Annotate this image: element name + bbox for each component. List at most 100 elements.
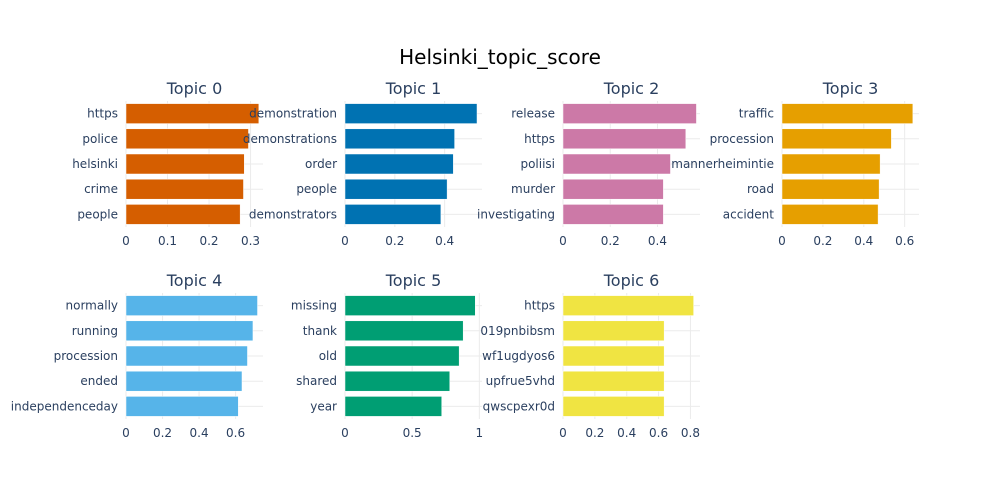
bar (344, 396, 442, 417)
y-tick-label: normally (66, 299, 118, 313)
bar (125, 320, 254, 342)
subplot-topic-5: Topic 5 0 0.5 1 missing thank old shared year (291, 271, 483, 440)
y-tick-label: order (305, 157, 337, 171)
x-tick-label: 0.2 (153, 426, 172, 440)
bar (562, 320, 665, 342)
y-tick-label: https (524, 132, 555, 146)
y-tick-label: https (87, 107, 118, 121)
bar (781, 204, 879, 225)
x-tick-label: 0.5 (403, 426, 422, 440)
bar (344, 103, 478, 124)
x-tick-label: 0.2 (585, 426, 604, 440)
subplot-title: Topic 0 (166, 79, 223, 98)
bar (781, 178, 880, 200)
bar (781, 128, 892, 150)
bar (344, 295, 476, 316)
x-tick-label: 0.4 (648, 234, 667, 248)
x-tick-label: 0.3 (241, 234, 260, 248)
x-tick-label: 0.2 (385, 234, 404, 248)
subplot-title: Topic 2 (603, 79, 660, 98)
y-tick-label: https (524, 299, 555, 313)
x-tick-label: 1 (475, 426, 483, 440)
bar (125, 103, 260, 124)
bar (125, 153, 245, 175)
x-tick-label: 0 (341, 234, 349, 248)
bar (562, 153, 671, 175)
subplot-title: Topic 3 (822, 79, 879, 98)
subplot-title: Topic 1 (385, 79, 442, 98)
bar (125, 396, 239, 417)
y-tick-label: road (747, 182, 774, 196)
y-tick-label: people (77, 207, 118, 221)
y-tick-label: people (296, 182, 337, 196)
subplot-topic-4: Topic 4 0 0.2 0.4 0.6 normally running processi… (11, 271, 263, 440)
y-tick-label: old (319, 349, 337, 363)
y-tick-label: independenceday (11, 399, 118, 413)
bar (125, 178, 244, 200)
chart-title: Helsinki_topic_score (399, 45, 601, 69)
subplot-topic-0: Topic 0 0 0.1 0.2 0.3 https police helsinki crim… (72, 79, 263, 248)
bar (562, 370, 665, 392)
y-tick-label: year (310, 399, 337, 413)
y-tick-label: procession (710, 132, 774, 146)
x-tick-label: 0.2 (601, 234, 620, 248)
y-tick-label: accident (723, 207, 774, 221)
y-tick-label: thank (303, 324, 337, 338)
x-tick-label: 0.6 (649, 426, 668, 440)
y-tick-label: helsinki (72, 157, 118, 171)
y-tick-label: missing (291, 299, 337, 313)
x-tick-label: 0.2 (199, 234, 218, 248)
subplot-title: Topic 6 (603, 271, 660, 290)
x-tick-label: 0.1 (158, 234, 177, 248)
bar (344, 178, 448, 200)
subplot-title: Topic 5 (385, 271, 442, 290)
y-tick-label: shared (296, 374, 337, 388)
y-tick-label: upfrue5vhd (486, 374, 555, 388)
y-tick-label: release (511, 107, 555, 121)
bar (562, 178, 664, 200)
bar (562, 345, 665, 367)
y-tick-label: demonstration (249, 107, 337, 121)
x-tick-label: 0.4 (617, 426, 636, 440)
subplot-title: Topic 4 (166, 271, 223, 290)
y-tick-label: police (82, 132, 118, 146)
subplot-topic-2: Topic 2 0 0.2 0.4 release https poliisi murder i… (477, 79, 700, 248)
y-tick-label: demonstrators (249, 207, 337, 221)
y-tick-label: ended (80, 374, 118, 388)
y-tick-label: running (72, 324, 118, 338)
y-tick-label: poliisi (520, 157, 555, 171)
x-tick-label: 0 (559, 234, 567, 248)
bar (125, 345, 248, 367)
y-tick-label: crime (84, 182, 118, 196)
y-tick-label: mannerheimintie (671, 157, 774, 171)
x-tick-label: 0 (122, 234, 130, 248)
bar (344, 204, 442, 225)
x-tick-label: 0 (341, 426, 349, 440)
subplot-topic-6: Topic 6 0 0.2 0.4 0.6 0.8 https 019pnbibsm wf1ug… (480, 271, 700, 440)
y-tick-label: demonstrations (243, 132, 337, 146)
bar (344, 128, 455, 150)
y-tick-label: 019pnbibsm (480, 324, 555, 338)
y-tick-label: qwscpexr0d (483, 399, 555, 413)
x-tick-label: 0.6 (226, 426, 245, 440)
x-tick-label: 0.4 (854, 234, 873, 248)
bar (781, 153, 881, 175)
x-tick-label: 0 (122, 426, 130, 440)
bar (125, 204, 241, 225)
x-tick-label: 0.4 (435, 234, 454, 248)
y-tick-label: investigating (477, 207, 555, 221)
y-tick-label: traffic (739, 107, 774, 121)
x-tick-label: 0.2 (813, 234, 832, 248)
y-tick-label: murder (511, 182, 555, 196)
bar (125, 295, 258, 316)
x-tick-label: 0.8 (681, 426, 700, 440)
bar (562, 103, 697, 124)
bar (125, 128, 249, 150)
x-tick-label: 0 (778, 234, 786, 248)
x-tick-label: 0.6 (895, 234, 914, 248)
x-tick-label: 0.4 (190, 426, 209, 440)
bar (562, 295, 694, 316)
bar (344, 153, 454, 175)
bar (562, 396, 665, 417)
